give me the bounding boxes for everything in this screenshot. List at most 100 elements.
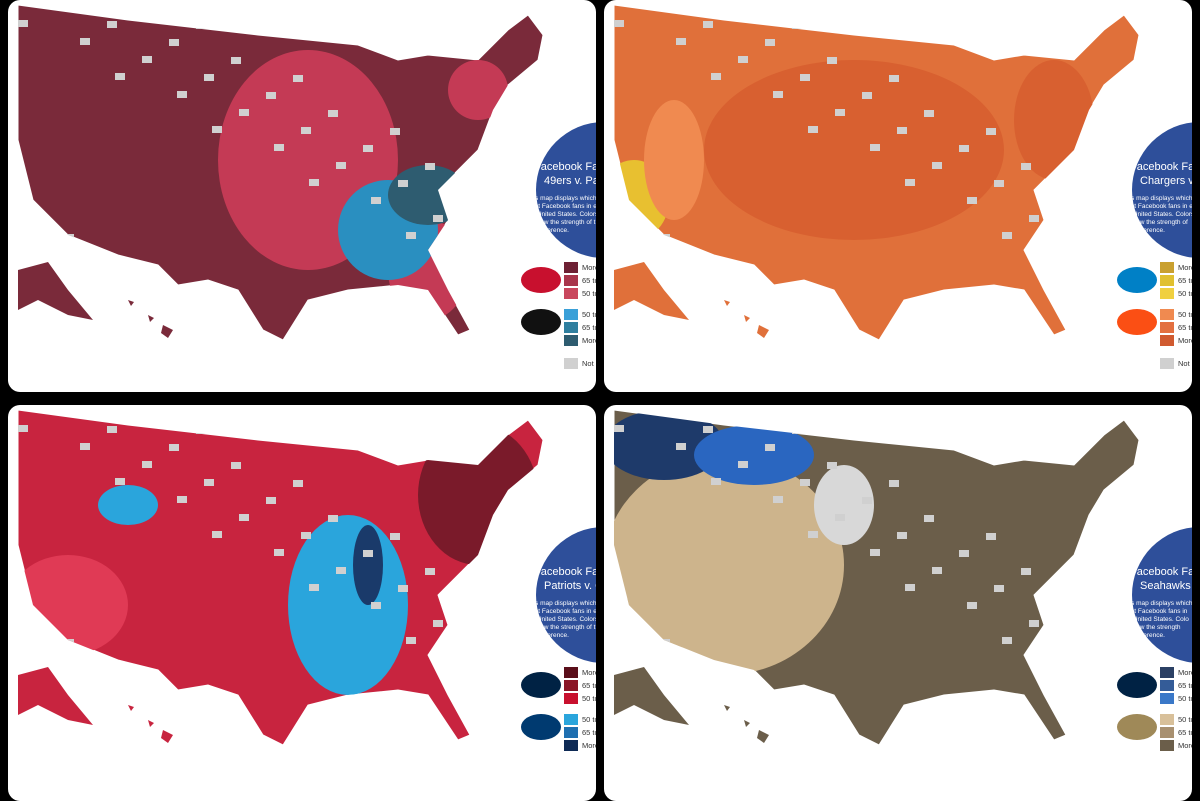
title-badge [536, 122, 596, 258]
region [644, 100, 704, 220]
no-data-area [1083, 181, 1093, 188]
no-data-area [889, 75, 899, 82]
no-data-area [64, 639, 74, 646]
no-data-area [800, 479, 810, 486]
no-data-area [668, 286, 678, 293]
legend-swatch [564, 693, 578, 704]
legend-label: Not e [1178, 359, 1192, 368]
description: the United States. Colors a [526, 616, 596, 623]
no-data-area [1064, 655, 1074, 662]
no-data-area [115, 73, 125, 80]
no-data-area [1021, 568, 1031, 575]
description: the United States. Colo [1122, 616, 1189, 623]
no-data-area [773, 496, 783, 503]
no-data-area [711, 73, 721, 80]
title: Facebook Fan Ma [534, 161, 596, 173]
team-logo [521, 672, 561, 698]
legend-swatch [564, 288, 578, 299]
matchup: 49ers v. Panth [544, 175, 596, 187]
region [614, 455, 844, 675]
legend-label: More [582, 741, 596, 750]
no-data-area [1091, 233, 1101, 240]
no-data-area [1091, 638, 1101, 645]
description: This map displays which te [526, 600, 596, 607]
no-data-area [897, 532, 907, 539]
no-data-area [757, 287, 767, 294]
no-data-area [72, 286, 82, 293]
panel-svg: Facebook Fan Ma Chargers v. Bro This map d… [613, 4, 1192, 369]
no-data-area [293, 75, 303, 82]
legend-label: 50 to [1178, 289, 1192, 298]
no-data-area [274, 549, 284, 556]
legend-swatch [564, 309, 578, 320]
no-data-area [212, 531, 222, 538]
legend-label: Not [582, 359, 595, 368]
no-data-area [390, 128, 400, 135]
no-data-area [266, 497, 276, 504]
no-data-area [204, 479, 214, 486]
no-data-area [134, 304, 144, 311]
region [614, 410, 724, 480]
legend-swatch [1160, 309, 1174, 320]
no-data-area [487, 181, 497, 188]
no-data-area [1056, 603, 1066, 610]
no-data-area [336, 567, 346, 574]
no-data-area [614, 20, 624, 27]
legend-label: 50 to [582, 289, 596, 298]
no-data-area [1029, 215, 1039, 222]
hawaii [128, 705, 173, 743]
no-data-area [487, 586, 497, 593]
no-data-area [1021, 163, 1031, 170]
no-data-area [37, 251, 47, 258]
no-data-area [169, 39, 179, 46]
no-data-area [80, 443, 90, 450]
no-data-area [695, 674, 705, 681]
no-data-area [808, 126, 818, 133]
title-badge [1132, 527, 1192, 663]
no-data-area [862, 497, 872, 504]
no-data-area [80, 38, 90, 45]
no-data-area [967, 197, 977, 204]
no-data-area [695, 269, 705, 276]
no-data-area [309, 584, 319, 591]
team-logo [1117, 714, 1157, 740]
legend-label: 65 to [1178, 728, 1192, 737]
no-data-area [738, 461, 748, 468]
no-data-area [363, 550, 373, 557]
legend-swatch [1160, 667, 1174, 678]
no-data-area [266, 92, 276, 99]
legend-swatch [1160, 727, 1174, 738]
no-data-area [468, 655, 478, 662]
legend-swatch [564, 714, 578, 725]
description: most Facebook fans in [1122, 608, 1188, 615]
description: This map displays which t [1122, 195, 1192, 202]
no-data-area [161, 287, 171, 294]
no-data-area [959, 550, 969, 557]
no-data-area [107, 21, 117, 28]
alaska [614, 262, 689, 320]
description: most Facebook fans in ea [1122, 203, 1192, 210]
title: Facebook Fan Ma [534, 566, 596, 578]
description: preference. [536, 632, 569, 639]
no-data-area [800, 74, 810, 81]
title-badge [1132, 122, 1192, 258]
team-logo [1117, 309, 1157, 335]
description: preference. [1132, 227, 1165, 234]
legend-label: More [1178, 741, 1192, 750]
matchup: Chargers v. Bro [1140, 175, 1192, 187]
legend-swatch [564, 322, 578, 333]
map-regions [614, 20, 1136, 311]
legend-label: 65 to [1178, 323, 1192, 332]
no-data-area [231, 57, 241, 64]
description: to show the strength of [1122, 219, 1188, 226]
no-data-area [889, 480, 899, 487]
no-data-area [309, 179, 319, 186]
legend-swatch [1160, 322, 1174, 333]
legend-label: More [1178, 336, 1192, 345]
title: Facebook Fan M [1130, 566, 1192, 578]
no-data-area [633, 656, 643, 663]
no-data-area [905, 179, 915, 186]
no-data-area [371, 602, 381, 609]
no-data-area [301, 532, 311, 539]
legend-label: More [582, 336, 596, 345]
